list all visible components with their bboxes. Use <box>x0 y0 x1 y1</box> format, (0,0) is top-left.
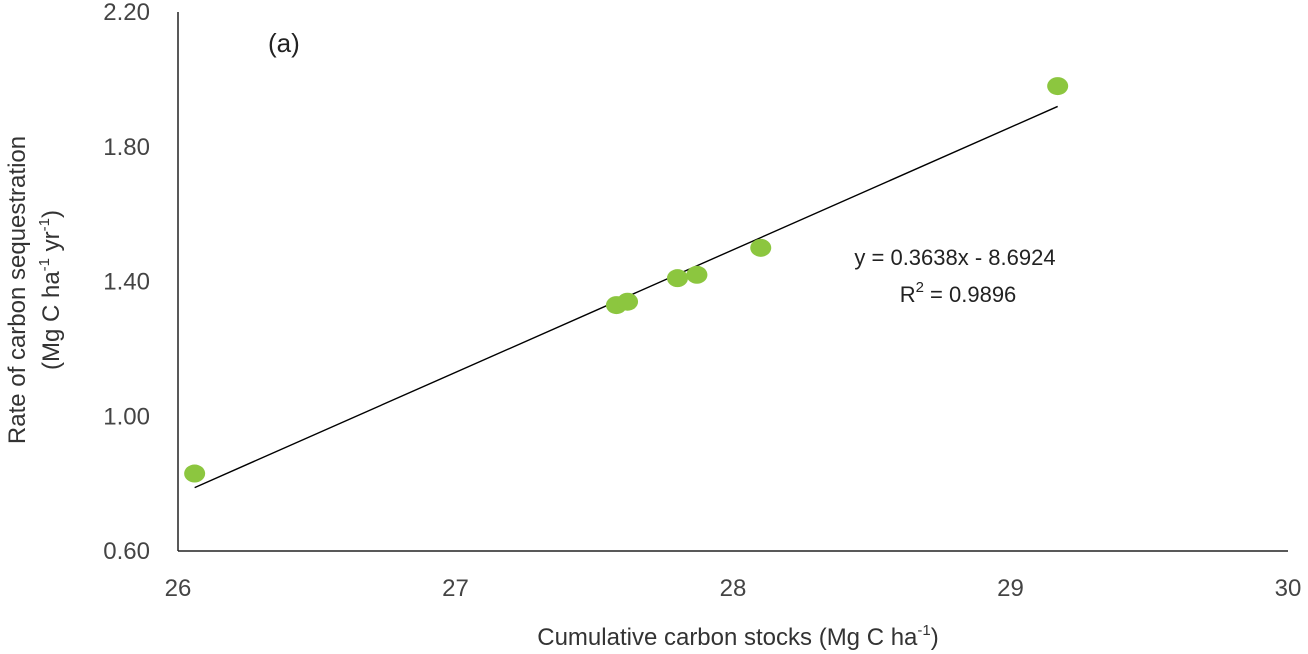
data-point <box>1047 77 1069 96</box>
data-point <box>617 292 639 311</box>
y-tick-label: 1.40 <box>103 269 150 296</box>
data-point <box>184 464 206 483</box>
x-tick-label: 28 <box>720 575 747 602</box>
x-tick-label: 30 <box>1275 575 1302 602</box>
x-tick-labels: 26 27 28 29 30 <box>165 575 1302 602</box>
axes <box>177 12 1288 552</box>
x-tick-label: 29 <box>997 575 1024 602</box>
panel-label: (a) <box>268 28 300 58</box>
y-tick-label: 2.20 <box>103 0 150 26</box>
r-squared-label: R2 = 0.9896 <box>900 279 1017 307</box>
y-tick-label: 1.00 <box>103 403 150 430</box>
y-axis-title-line1: Rate of carbon sequestration <box>4 136 31 444</box>
data-points <box>184 77 1069 483</box>
data-point <box>686 265 708 284</box>
x-tick-label: 26 <box>165 575 192 602</box>
y-axis-title-line2: (Mg C ha-1 yr-1) <box>36 210 65 370</box>
x-axis-title: Cumulative carbon stocks (Mg C ha-1) <box>537 622 939 651</box>
y-axis-title: Rate of carbon sequestration (Mg C ha-1 … <box>4 136 65 444</box>
trendline-equation: y = 0.3638x - 8.6924 <box>854 245 1055 270</box>
x-tick-label: 27 <box>442 575 469 602</box>
y-tick-labels: 0.60 1.00 1.40 1.80 2.20 <box>103 0 150 565</box>
y-tick-label: 1.80 <box>103 134 150 161</box>
data-point <box>667 269 688 288</box>
data-point <box>750 238 772 257</box>
y-tick-label: 0.60 <box>103 538 150 565</box>
